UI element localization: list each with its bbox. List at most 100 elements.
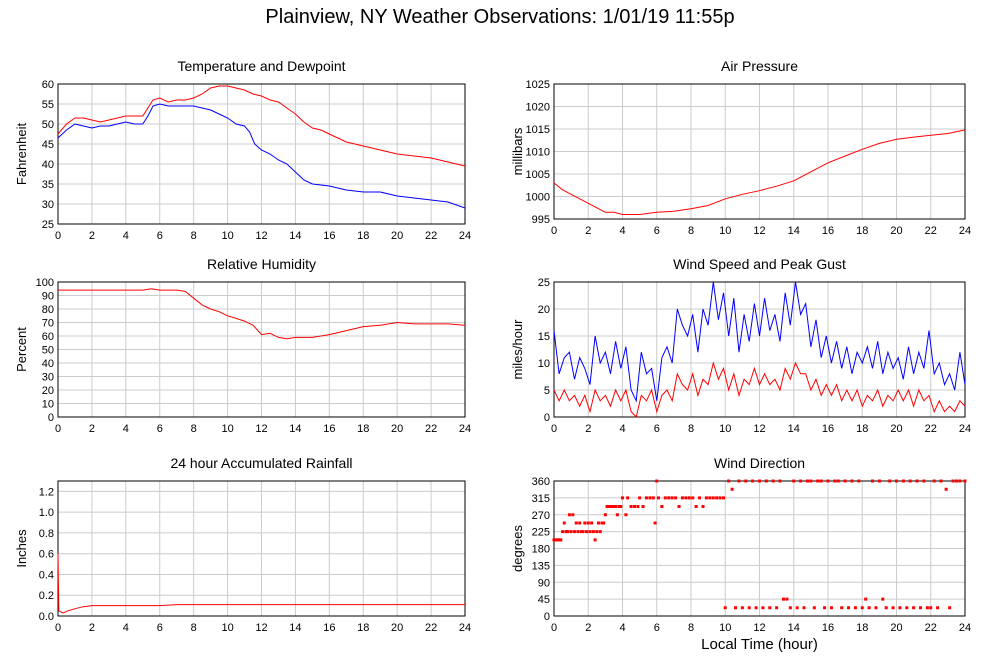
direction-point (734, 606, 738, 610)
direction-ytick-label: 0 (544, 611, 550, 623)
rain-ytick-label: 0.6 (39, 549, 54, 561)
temp-series-red-line (57, 85, 466, 167)
humidity-xtick-label: 14 (289, 423, 301, 435)
direction-point (663, 496, 667, 500)
humidity-xtick-label: 12 (255, 423, 267, 435)
direction-point (677, 505, 681, 508)
direction-point (785, 597, 789, 601)
humidity-ytick-label: 10 (42, 399, 54, 411)
direction-point (758, 479, 761, 483)
direction-point (833, 479, 837, 483)
temp-xtick-label: 22 (425, 230, 437, 242)
rain-series-red-line (57, 553, 465, 614)
wind-ytick-label: 25 (538, 277, 550, 289)
pressure-ylabel: millibars (510, 127, 525, 175)
direction-ytick-label: 135 (532, 560, 550, 572)
direction-point (667, 496, 671, 500)
direction-point (816, 479, 820, 483)
direction-point (715, 496, 719, 500)
direction-point (701, 505, 705, 508)
rain-xtick-label: 6 (157, 622, 163, 634)
direction-point (562, 521, 566, 525)
wind-title: Wind Speed and Peak Gust (673, 256, 846, 272)
direction-point (605, 505, 609, 508)
direction-xtick-label: 8 (688, 622, 694, 634)
direction-point (698, 496, 702, 500)
direction-point (867, 606, 871, 610)
rain-ytick-label: 0.2 (39, 590, 54, 602)
direction-point (888, 479, 892, 483)
direction-point (963, 479, 967, 483)
humidity-xtick-label: 6 (157, 423, 163, 435)
rain-ytick-label: 1.0 (39, 507, 54, 519)
temp-ytick-label: 60 (42, 79, 54, 91)
direction-point (860, 606, 864, 610)
rain-xtick-label: 8 (191, 622, 197, 634)
direction-point (674, 496, 678, 500)
direction-point (730, 487, 734, 491)
humidity-xtick-label: 20 (391, 423, 403, 435)
page-title: Plainview, NY Weather Observations: 1/01… (265, 6, 735, 28)
humidity-xtick-label: 2 (89, 423, 95, 435)
direction-point (771, 479, 775, 483)
pressure-ytick-label: 1025 (526, 79, 550, 91)
direction-point (578, 521, 582, 525)
direction-point (805, 479, 809, 483)
temp-xtick-label: 14 (289, 230, 301, 242)
direction-point (747, 606, 751, 610)
direction-point (561, 530, 565, 534)
wind-ytick-label: 20 (538, 304, 550, 316)
direction-point (819, 479, 823, 483)
rain-xtick-label: 22 (425, 622, 437, 634)
direction-ytick-label: 45 (538, 594, 550, 606)
direction-point (954, 479, 958, 483)
direction-point (586, 521, 590, 525)
rain-xtick-label: 2 (89, 622, 95, 634)
direction-ytick-label: 270 (532, 510, 550, 522)
direction-point (617, 505, 621, 508)
direction-point (718, 496, 722, 500)
humidity-xtick-label: 22 (425, 423, 437, 435)
humidity-xtick-label: 18 (357, 423, 369, 435)
temp-xtick-label: 18 (357, 230, 369, 242)
direction-point (802, 606, 806, 610)
direction-point (740, 606, 744, 610)
direction-point (704, 496, 708, 500)
direction-point (723, 606, 727, 610)
wind-xtick-label: 18 (856, 423, 868, 435)
direction-point (823, 606, 827, 610)
direction-point (836, 479, 840, 483)
humidity-ytick-label: 20 (42, 385, 54, 397)
pressure-xtick-label: 10 (719, 225, 731, 237)
direction-point (809, 479, 813, 483)
direction-title: Wind Direction (714, 455, 805, 471)
pressure-ytick-label: 1010 (526, 147, 550, 159)
direction-point (812, 606, 816, 610)
rain-xtick-label: 16 (323, 622, 335, 634)
x-axis-label: Local Time (hour) (701, 636, 818, 653)
direction-point (571, 513, 575, 517)
direction-point (684, 496, 688, 500)
direction-point (590, 521, 594, 525)
pressure-xtick-label: 0 (551, 225, 557, 237)
rain-xtick-label: 0 (55, 622, 61, 634)
humidity-ytick-label: 60 (42, 331, 54, 343)
temp-xtick-label: 10 (221, 230, 233, 242)
direction-point (788, 606, 792, 610)
direction-point (768, 606, 772, 610)
temp-ytick-label: 30 (42, 199, 54, 211)
wind-xtick-label: 20 (890, 423, 902, 435)
direction-point (775, 606, 779, 610)
direction-point (660, 505, 664, 508)
direction-xtick-label: 18 (856, 622, 868, 634)
wind-xtick-label: 12 (753, 423, 765, 435)
direction-point (944, 487, 948, 491)
wind-xtick-label: 6 (654, 423, 660, 435)
direction-point (939, 479, 943, 483)
direction-point (569, 530, 573, 534)
direction-point (826, 479, 830, 483)
rain-xtick-label: 10 (221, 622, 233, 634)
